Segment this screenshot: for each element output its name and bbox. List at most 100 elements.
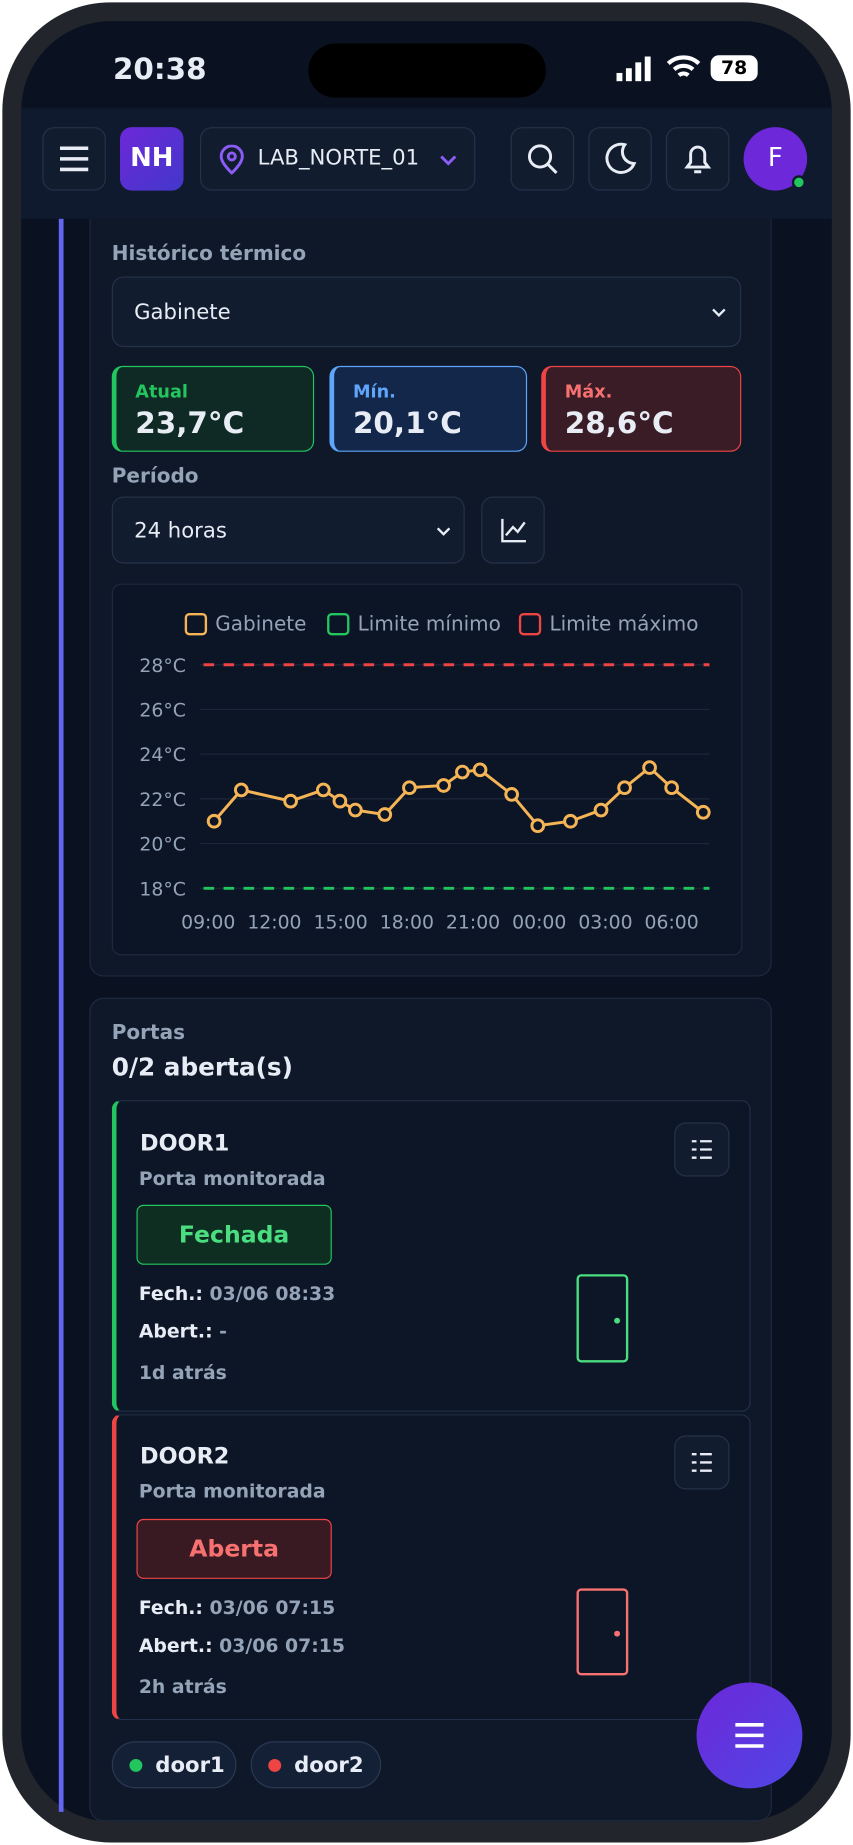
door-name: DOOR2 xyxy=(140,1443,230,1470)
data-point xyxy=(642,760,657,775)
logo[interactable]: NH xyxy=(120,127,184,191)
data-point xyxy=(206,813,222,829)
signal-icon xyxy=(616,56,651,82)
data-point xyxy=(283,793,298,809)
side-rail xyxy=(58,218,64,1812)
details-button[interactable] xyxy=(674,1122,730,1177)
door-subtitle: Porta monitorada xyxy=(138,1480,326,1503)
legend-label: Gabinete xyxy=(215,612,306,636)
x-tick-label: 03:00 xyxy=(578,912,632,933)
stat-value: 20,1°C xyxy=(352,405,462,441)
y-tick-label: 20°C xyxy=(139,835,185,856)
legend-swatch xyxy=(518,612,542,636)
sensor-select[interactable]: Gabinete xyxy=(111,276,742,348)
chip-label: door2 xyxy=(294,1753,364,1778)
door-card: DOOR1 Porta monitorada Fechada Fech.: 03… xyxy=(111,1100,751,1412)
door-icon xyxy=(576,1274,629,1363)
search-button[interactable] xyxy=(510,127,575,191)
chart-type-button[interactable] xyxy=(481,496,545,564)
x-tick-label: 06:00 xyxy=(645,912,699,933)
x-tick-label: 09:00 xyxy=(181,912,235,933)
field-label: Abert.: xyxy=(138,1320,213,1343)
data-point xyxy=(455,764,470,780)
legend-label: Limite máximo xyxy=(549,612,698,636)
field-label: Fech.: xyxy=(138,1596,203,1619)
data-point xyxy=(347,802,363,818)
status-badge: Fechada xyxy=(136,1204,332,1265)
data-point xyxy=(504,787,520,802)
time-ago: 1d atrás xyxy=(138,1361,227,1384)
clock: 20:38 xyxy=(112,51,207,86)
stat-min: Mín. 20,1°C xyxy=(329,365,528,452)
theme-button[interactable] xyxy=(588,127,652,191)
x-tick-label: 00:00 xyxy=(512,912,566,933)
wifi-icon xyxy=(666,55,701,78)
x-tick-label: 12:00 xyxy=(247,912,301,933)
doors-summary: 0/2 aberta(s) xyxy=(111,1053,293,1082)
door-chip[interactable]: door1 xyxy=(111,1741,237,1789)
section-title: Portas xyxy=(111,1021,186,1045)
opened-time: - xyxy=(219,1320,227,1343)
x-tick-label: 15:00 xyxy=(314,912,368,933)
opened-time: 03/06 07:15 xyxy=(219,1634,345,1657)
field-label: Fech.: xyxy=(138,1282,203,1305)
y-tick-label: 18°C xyxy=(139,879,185,900)
stat-label: Atual xyxy=(135,381,188,403)
period-label: Período xyxy=(111,464,199,489)
door-subtitle: Porta monitorada xyxy=(138,1167,326,1190)
data-point xyxy=(617,780,632,796)
stat-value: 23,7°C xyxy=(135,405,245,441)
location-selector[interactable]: LAB_NORTE_01 xyxy=(200,127,476,191)
data-point xyxy=(563,813,578,829)
legend-swatch xyxy=(184,612,208,636)
period-select[interactable]: 24 horas xyxy=(111,496,465,564)
data-point xyxy=(695,804,711,820)
y-tick-label: 24°C xyxy=(139,745,185,766)
data-point xyxy=(315,782,331,798)
notifications-button[interactable] xyxy=(665,127,730,191)
field-label: Abert.: xyxy=(138,1634,213,1657)
door-card: DOOR2 Porta monitorada Aberta Fech.: 03/… xyxy=(111,1414,751,1721)
fab-menu[interactable] xyxy=(696,1682,803,1789)
stat-label: Máx. xyxy=(564,381,613,403)
location-name: LAB_NORTE_01 xyxy=(257,145,420,171)
y-tick-label: 28°C xyxy=(139,656,185,677)
data-point xyxy=(332,793,348,809)
battery: 78 xyxy=(710,55,758,82)
time-ago: 2h atrás xyxy=(138,1675,227,1698)
stat-label: Mín. xyxy=(352,381,396,403)
data-point xyxy=(530,818,546,834)
stat-max: Máx. 28,6°C xyxy=(541,365,742,452)
legend-label: Limite mínimo xyxy=(358,612,501,636)
closed-time: 03/06 07:15 xyxy=(209,1596,336,1619)
data-point xyxy=(472,762,488,778)
x-tick-label: 18:00 xyxy=(380,912,434,933)
data-point xyxy=(664,780,680,796)
data-point xyxy=(233,782,249,798)
period-value: 24 horas xyxy=(134,518,227,544)
status-badge: Aberta xyxy=(136,1518,332,1579)
data-point xyxy=(593,802,609,818)
y-tick-label: 22°C xyxy=(139,790,185,811)
chart-panel xyxy=(111,583,743,956)
door-chip[interactable]: door2 xyxy=(250,1741,382,1789)
sensor-name: Gabinete xyxy=(134,300,231,325)
online-dot xyxy=(791,175,806,190)
door-icon xyxy=(576,1588,629,1676)
chip-label: door1 xyxy=(155,1753,225,1778)
menu-button[interactable] xyxy=(42,127,106,191)
data-point xyxy=(377,807,393,822)
stat-value: 28,6°C xyxy=(564,405,674,441)
stat-current: Atual 23,7°C xyxy=(111,365,315,452)
closed-time: 03/06 08:33 xyxy=(209,1282,336,1305)
details-button[interactable] xyxy=(674,1435,730,1490)
chart: Gabinete Limite mínimo Limite máximo 18°C 20… xyxy=(139,612,711,933)
door-name: DOOR1 xyxy=(140,1130,230,1157)
x-tick-label: 21:00 xyxy=(446,912,500,933)
legend-swatch xyxy=(327,612,350,636)
dynamic-island xyxy=(308,43,546,98)
section-title: Histórico térmico xyxy=(111,242,307,266)
y-tick-label: 26°C xyxy=(139,701,185,722)
